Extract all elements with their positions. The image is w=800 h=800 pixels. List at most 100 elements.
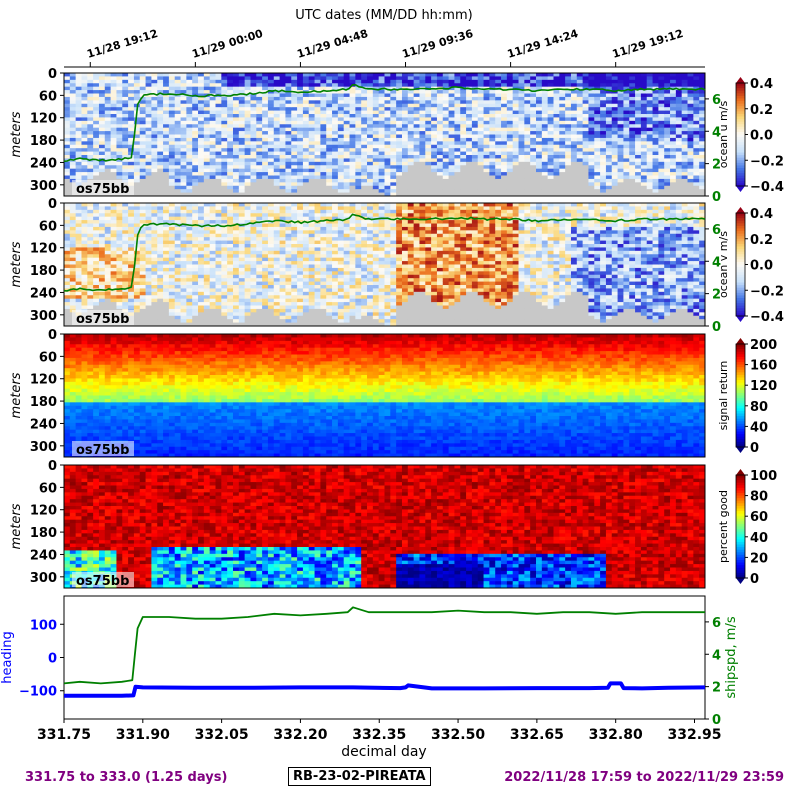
- shipspd-overlay-tick-label: 0: [712, 190, 721, 205]
- xtick-label: 332.20: [273, 727, 327, 743]
- heatmap-cells: [64, 465, 706, 589]
- top-axis-tick-label: 11/29 14:24: [506, 27, 580, 61]
- depth-axis-label: meters: [9, 372, 24, 418]
- shipspd-tick-label: 4: [712, 648, 721, 663]
- xtick-label: 331.90: [116, 727, 170, 743]
- instrument-tag-bg: [72, 180, 134, 195]
- shipspd-overlay-tick-label: 6: [712, 223, 721, 238]
- top-axis-title: UTC dates (MM/DD hh:mm): [295, 8, 472, 23]
- shipspd-tick-label: 0: [712, 713, 721, 728]
- series-line-shipspd: [63, 606, 705, 685]
- xtick-label: 332.65: [510, 727, 564, 743]
- depth-tick-label: 120: [30, 373, 57, 388]
- colorbar-label: ocean u m/s: [717, 101, 730, 169]
- depth-tick-label: 300: [30, 571, 57, 586]
- colorbar-bottom-arrow: [736, 447, 745, 453]
- depth-tick-label: 240: [30, 417, 57, 432]
- top-date-axis: UTC dates (MM/DD hh:mm) 11/28 19:12 11/29 …: [64, 8, 705, 68]
- colorbar-tick-label: 40: [750, 420, 768, 435]
- colorbar-tick-label: −0.4: [750, 180, 784, 195]
- heading-tick-label: −100: [19, 685, 57, 700]
- depth-tick-label: 0: [48, 459, 57, 474]
- depth-tick-label: 0: [48, 328, 57, 343]
- shipspd-overlay-tick-label: 6: [712, 93, 721, 108]
- depth-axis-label: meters: [9, 241, 24, 287]
- depth-tick-label: 240: [30, 286, 57, 301]
- colorbar: 200 160 120 80 40 0 signal return: [717, 338, 777, 456]
- colorbar-tick-label: 0.2: [750, 103, 773, 118]
- depth-tick-label: 300: [30, 179, 57, 194]
- x-axis-label: decimal day: [341, 744, 426, 760]
- footer-cruise-id: RB-23-02-PIREATA: [288, 767, 431, 786]
- instrument-tag: os75bb: [76, 443, 129, 458]
- depth-tick-label: 180: [30, 134, 57, 149]
- heatmap-cells: [64, 334, 706, 458]
- xtick-label: 332.80: [589, 727, 643, 743]
- colorbar-tick-label: 80: [750, 400, 768, 415]
- depth-tick-label: 120: [30, 112, 57, 127]
- colorbar-tick-label: 0: [750, 572, 759, 587]
- depth-tick-label: 60: [39, 481, 57, 496]
- colorbar-tick-label: −0.4: [750, 310, 784, 325]
- colorbar-label: ocean v m/s: [717, 231, 730, 298]
- colorbar-tick-label: −0.2: [750, 284, 784, 299]
- xtick-label: 332.05: [195, 727, 249, 743]
- depth-tick-label: 180: [30, 526, 57, 541]
- colorbar-bottom-arrow: [736, 578, 745, 584]
- colorbar-tick-label: 80: [750, 490, 768, 505]
- xtick-label: 332.95: [667, 727, 721, 743]
- depth-tick-label: 60: [39, 219, 57, 234]
- colorbar-tick-label: 100: [750, 469, 777, 484]
- colorbar-tick-label: 20: [750, 551, 768, 566]
- heading-axis-label: heading: [0, 631, 15, 684]
- colorbar-tick-label: 0: [750, 441, 759, 456]
- colorbar-bottom-arrow: [736, 316, 745, 322]
- depth-tick-label: 0: [48, 67, 57, 82]
- line-panel-frame: [63, 595, 706, 720]
- colorbar-top-arrow: [736, 469, 745, 475]
- depth-tick-label: 120: [30, 242, 57, 257]
- depth-tick-label: 180: [30, 395, 57, 410]
- heading-tick-label: 0: [48, 652, 57, 667]
- shipspd-axis-label: shipspd, m/s: [724, 616, 739, 698]
- colorbar-tick-label: 60: [750, 510, 768, 525]
- colorbar-tick-label: 160: [750, 359, 777, 374]
- colorbar-tick-label: 0.4: [750, 77, 773, 92]
- colorbar-top-arrow: [736, 338, 745, 344]
- top-axis-tick-label: 11/29 19:12: [611, 27, 685, 61]
- depth-tick-label: 0: [48, 197, 57, 212]
- colorbar-tick-label: 40: [750, 531, 768, 546]
- instrument-tag-bg: [72, 310, 134, 325]
- top-axis-tick-label: 11/28 19:12: [85, 27, 159, 61]
- colorbar: 100 80 60 40 20 0 percent good: [717, 469, 777, 587]
- shipspd-tick-label: 2: [712, 681, 721, 696]
- top-axis-tick-label: 11/29 00:00: [190, 27, 264, 61]
- depth-axis-label: meters: [9, 503, 24, 549]
- colorbar-tick-label: 0.2: [750, 233, 773, 248]
- xtick-label: 332.50: [431, 727, 485, 743]
- heading-tick-label: 100: [30, 618, 57, 633]
- colorbar-tick-label: 0.4: [750, 207, 773, 222]
- heatmap-panel-2: 0 60 120 180 240 300 meters os75bb 200 160 120 80 40…: [9, 328, 777, 458]
- depth-tick-label: 300: [30, 309, 57, 324]
- depth-tick-label: 120: [30, 504, 57, 519]
- instrument-tag: os75bb: [76, 312, 129, 327]
- series-line-heading: [64, 681, 706, 698]
- depth-tick-label: 60: [39, 350, 57, 365]
- shipspd-overlay-line: [63, 83, 706, 163]
- colorbar-top-arrow: [736, 207, 745, 213]
- depth-axis-label: meters: [9, 111, 24, 157]
- footer-day-range: 331.75 to 333.0 (1.25 days): [25, 770, 228, 785]
- colorbar-bottom-arrow: [736, 186, 745, 192]
- heading-shipspd-panel: 100 0 −100 6 4 2 0 heading shipspd, m/s 331.75 331…: [0, 595, 739, 760]
- footer-date-range: 2022/11/28 17:59 to 2022/11/29 23:59: [504, 770, 784, 785]
- colorbar-frame: [735, 474, 746, 579]
- colorbar: 0.4 0.2 0.0 −0.2 −0.4 ocean u m/s: [717, 77, 784, 195]
- shipspd-overlay-tick-label: 4: [712, 255, 721, 270]
- colorbar-frame: [735, 343, 746, 448]
- top-axis-tick-label: 11/29 04:48: [296, 27, 370, 61]
- instrument-tag: os75bb: [76, 574, 129, 589]
- heatmap-cells: [64, 203, 706, 327]
- instrument-tag-bg: [72, 441, 134, 456]
